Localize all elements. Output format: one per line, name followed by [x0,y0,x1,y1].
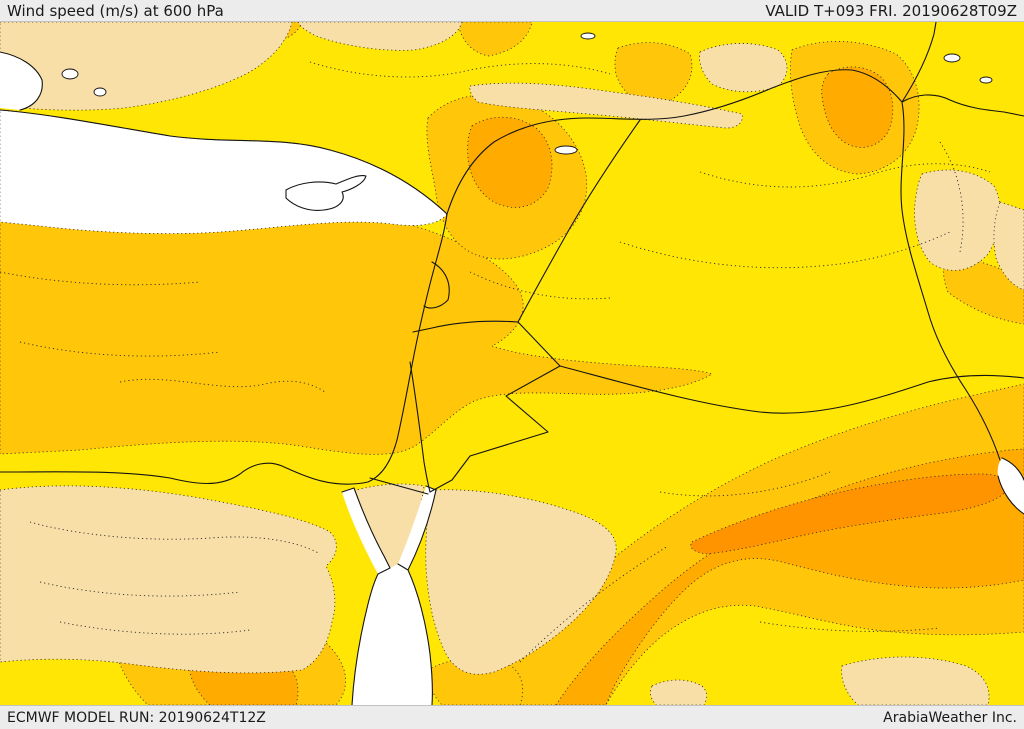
border-israel-egypt [369,477,429,495]
contour-med-b [0,271,201,286]
border-turkey-northeast [901,22,937,103]
shade-cream-bottom-center [649,679,708,705]
header-bar: Wind speed (m/s) at 600 hPa VALID T+093 … [0,0,1024,22]
contour-egypt-b [39,581,241,597]
lake-urmia [943,53,961,63]
turkey-south-coast [0,109,448,215]
sea-areas [0,32,1024,705]
red-sea-coast [341,485,437,705]
map-title: Wind speed (m/s) at 600 hPa [7,1,224,20]
border-turkey-syria-iraq [446,69,1024,215]
map-canvas [0,22,1024,705]
contour-saudi [659,471,831,497]
levant-egypt-coast [0,213,448,485]
contour-egypt-coast [119,378,326,393]
coastlines-and-borders [0,22,1024,705]
valid-time-label: VALID T+093 FRI. 20190628T09Z [765,1,1017,20]
red-sea [352,564,433,705]
gulf-of-suez [342,488,390,574]
contour-zagros [939,141,964,253]
shade-orange-nw-syria [467,116,553,208]
lake-assad [554,145,578,155]
shade-cream-syria-band [469,82,743,129]
shade-cream-top-strip [297,22,463,51]
shade-cream-bottom-right [841,656,990,705]
shade-gold-band-west [0,202,713,455]
contour-iraq-north [699,163,991,188]
shade-cream-nw-saudi [425,489,617,675]
persian-gulf-coast [997,457,1024,515]
border-lebanon [423,261,450,309]
border-iraq-iran [900,101,1001,461]
shade-orange-top-right [821,66,894,148]
shade-cream-right-top [914,169,1001,271]
lake-urmia-south [979,76,993,84]
marmara-water [93,87,107,97]
border-jordan-valley [409,361,431,493]
border-syria-iraq [517,119,641,323]
footer-bar: ECMWF MODEL RUN: 20190624T12Z ArabiaWeat… [0,705,1024,729]
isotach-contours [0,61,991,663]
border-iraq-saudi [559,365,1024,414]
contour-med-a [19,341,221,357]
contour-jet-south [759,621,941,632]
shade-cream-ne-patch [699,43,788,93]
weather-map [0,22,1024,705]
contour-egypt-c [59,621,251,635]
mediterranean-sea [0,109,448,235]
persian-gulf [997,458,1024,514]
shade-gold-top-b [457,22,533,57]
brand-label: ArabiaWeather Inc. [883,709,1017,726]
shade-cream-turkey [0,22,293,111]
shade-deep-orange-core [690,473,1009,555]
contour-turkey [309,61,611,78]
contour-syria [469,271,611,300]
model-run-label: ECMWF MODEL RUN: 20190624T12Z [7,709,266,726]
shade-cream-right-edge [993,201,1024,291]
cyprus-island [285,175,367,211]
gulf-of-aqaba [398,486,436,570]
border-syria-jordan [412,320,519,333]
contour-jet-inner [519,545,669,663]
lake-van [580,32,596,40]
aegean-island-water [61,68,79,80]
aegean-coast [0,51,43,111]
